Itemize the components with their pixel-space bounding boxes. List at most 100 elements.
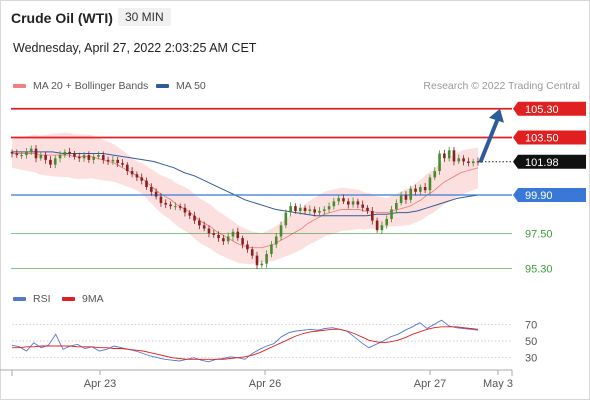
rsi-swatch — [13, 297, 26, 301]
candle-body — [77, 156, 81, 159]
rsi-tick-70: 70 — [525, 319, 537, 331]
candle-body — [68, 151, 71, 154]
candle-body — [366, 207, 369, 211]
candle-body — [15, 153, 19, 156]
candle-body — [44, 155, 47, 160]
candle-body — [49, 159, 52, 165]
x-tick-label: Apr 27 — [414, 378, 446, 390]
forecast-arrow-shaft — [479, 118, 499, 163]
candle-body — [375, 220, 379, 231]
candle-body — [447, 150, 451, 159]
candle-body — [433, 171, 437, 178]
candle-body — [53, 158, 57, 165]
candle-body — [25, 151, 28, 156]
candle-body — [178, 206, 182, 208]
candle-body — [342, 198, 345, 202]
ma50-swatch — [156, 84, 169, 88]
candle-body — [419, 187, 422, 192]
credit-label: Research © 2022 Trading Central — [423, 80, 580, 92]
candle-body — [380, 225, 384, 231]
candle-body — [20, 155, 23, 157]
x-tick-label: Apr 23 — [84, 378, 116, 390]
candle-body — [198, 220, 201, 226]
level-text: 95.30 — [525, 263, 553, 275]
datetime-label: Wednesday, April 27, 2022 2:03:25 AM CET — [13, 41, 257, 55]
candle-body — [274, 236, 278, 245]
candle-body — [159, 196, 163, 203]
candle-body — [106, 159, 110, 162]
candle-body — [193, 215, 196, 221]
ma50-line — [12, 151, 479, 217]
candle-body — [82, 155, 86, 159]
candle-body — [34, 148, 38, 159]
candle-body — [390, 209, 393, 219]
rsi-ma-swatch — [62, 297, 75, 301]
candle-body — [202, 225, 206, 229]
candle-body — [231, 231, 235, 237]
x-tick-label: Apr 26 — [249, 378, 281, 390]
candle-body — [130, 171, 134, 175]
candle-body — [164, 202, 168, 205]
level-text: 97.50 — [525, 228, 553, 240]
candle-body — [255, 255, 259, 266]
legend-rsi: RSI — [13, 293, 51, 305]
candle-body — [289, 206, 292, 213]
candle-body — [212, 233, 216, 235]
level-box — [513, 101, 586, 116]
candle-body — [116, 159, 119, 164]
candle-body — [217, 234, 220, 239]
candle-body — [313, 209, 316, 213]
candle-body — [10, 151, 14, 154]
level-label-95.30: 95.30 — [525, 263, 553, 275]
level-label-99.90: 99.90 — [513, 187, 586, 202]
rsi-tick-30: 30 — [525, 353, 537, 365]
ma20-swatch — [13, 84, 26, 88]
candle-body — [395, 202, 398, 210]
candle-body — [87, 155, 91, 160]
candle-body — [63, 151, 67, 156]
legend-9ma: 9MA — [62, 293, 104, 305]
rsi-9ma-line — [12, 326, 479, 360]
candle-body — [226, 236, 230, 242]
candle-body — [385, 218, 389, 226]
candle-body — [183, 207, 187, 213]
level-label-103.50: 103.50 — [513, 130, 586, 145]
candle-body — [414, 188, 417, 192]
candle-body — [39, 155, 43, 159]
candle-body — [337, 198, 340, 202]
candle-body — [250, 249, 254, 256]
candle-body — [428, 177, 432, 191]
candle-body — [371, 210, 374, 221]
level-label-105.30: 105.30 — [513, 101, 586, 116]
candle-body — [457, 158, 461, 162]
candle-body — [399, 194, 403, 203]
candle-body — [92, 156, 95, 160]
level-text: 105.30 — [525, 104, 559, 116]
candle-body — [97, 155, 100, 157]
candle-body — [308, 209, 312, 211]
legend-rsi-label: RSI — [33, 293, 51, 305]
legend-ma20: MA 20 + Bollinger Bands — [13, 80, 148, 92]
instrument-title: Crude Oil (WTI) — [11, 10, 113, 26]
candle-body — [145, 180, 148, 188]
candle-body — [327, 206, 331, 210]
candle-body — [121, 163, 124, 165]
candle-body — [265, 254, 268, 264]
timeframe-badge[interactable]: 30 MIN — [118, 8, 171, 26]
candle-body — [284, 212, 288, 226]
candle-body — [236, 231, 240, 239]
candle-body — [318, 210, 321, 213]
candle-body — [404, 194, 408, 200]
legend-ma20-label: MA 20 + Bollinger Bands — [33, 80, 149, 92]
candle-body — [356, 201, 360, 205]
candle-body — [423, 187, 427, 191]
level-text: 103.50 — [525, 133, 559, 145]
level-box — [513, 130, 586, 145]
candle-body — [169, 204, 172, 207]
candle-body — [294, 206, 297, 211]
candle-body — [467, 161, 470, 164]
candle-body — [361, 204, 365, 208]
rsi-tick-50: 50 — [525, 336, 537, 348]
candle-body — [150, 187, 153, 192]
